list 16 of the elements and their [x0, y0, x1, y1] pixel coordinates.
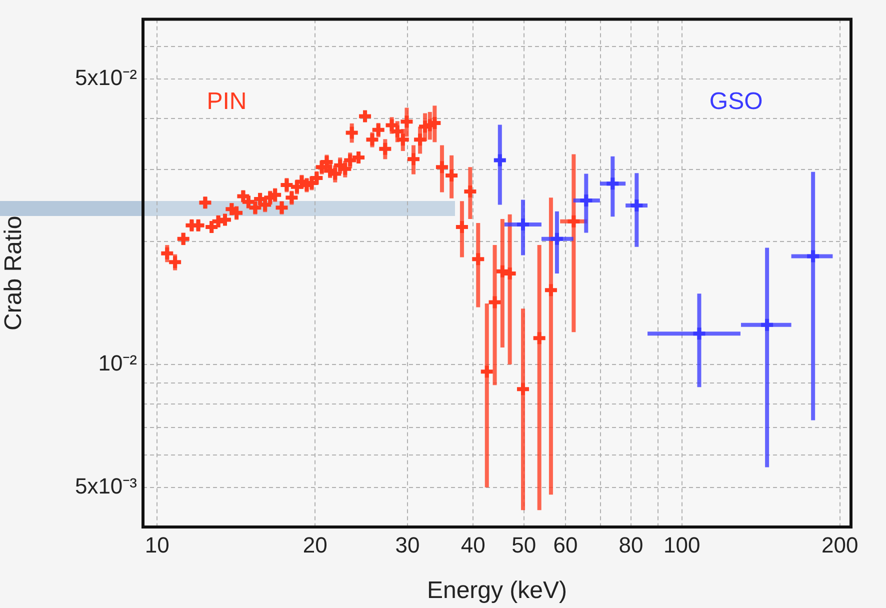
x-tick-label: 100 [664, 532, 700, 558]
text: PIN [206, 88, 247, 115]
text: GSO [709, 88, 763, 115]
y-tick-label: 10⁻² [98, 350, 137, 376]
x-tick-label: 30 [395, 532, 420, 558]
x-tick-label: 40 [460, 532, 486, 558]
y-axis-title: Crab Ratio [0, 216, 28, 330]
x-tick-label: 60 [553, 532, 578, 558]
x-axis-title: Energy (keV) [426, 577, 568, 604]
x-tick-label: 200 [822, 532, 858, 558]
x-tick-label: 50 [512, 532, 536, 558]
x-tick-label: 20 [302, 532, 328, 558]
y-tick-label: 5x10⁻³ [74, 473, 137, 498]
y-tick-label: 5x10⁻² [74, 64, 137, 90]
x-tick-label: 80 [618, 532, 644, 558]
x-tick-label: 10 [144, 532, 170, 558]
